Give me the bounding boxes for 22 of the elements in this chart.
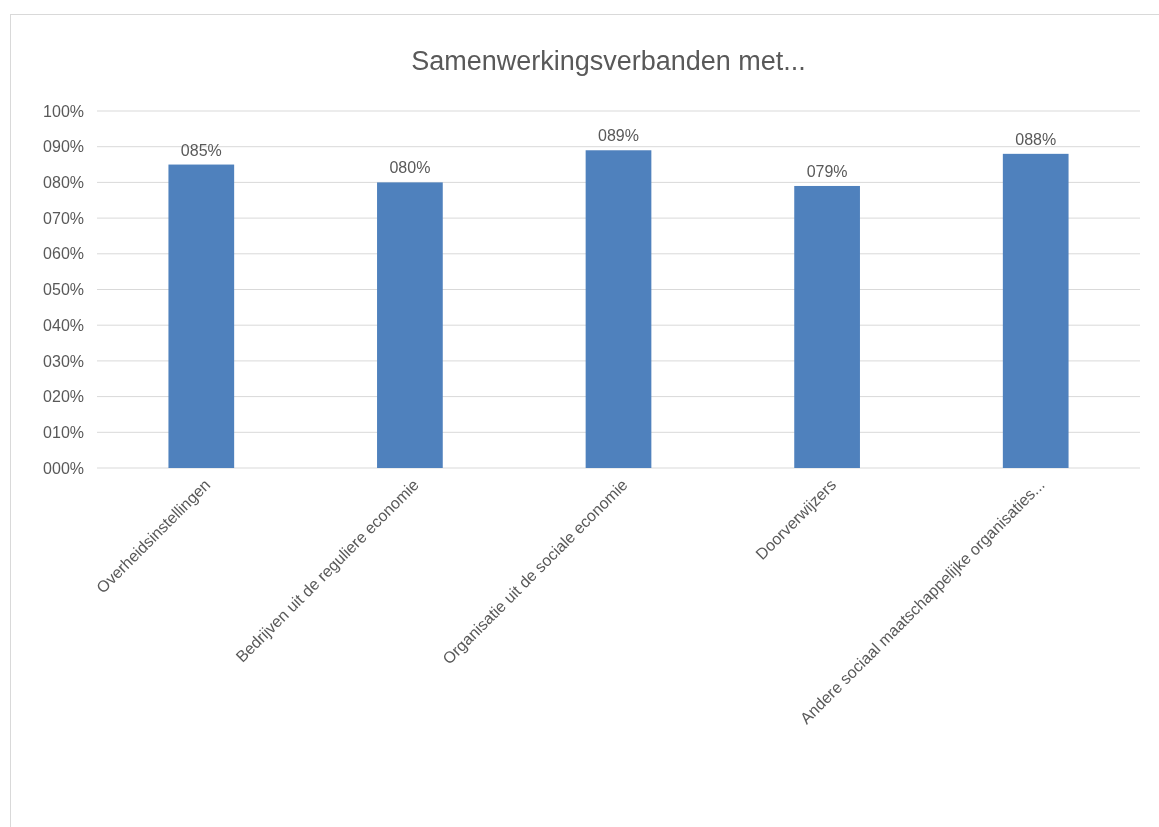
- y-tick-label: 090%: [43, 138, 84, 156]
- y-tick-label: 050%: [43, 281, 84, 299]
- y-tick-label: 000%: [43, 459, 84, 477]
- data-label: 079%: [806, 162, 848, 180]
- y-tick-label: 030%: [43, 352, 84, 370]
- y-tick-label: 100%: [43, 102, 84, 120]
- y-tick-label: 080%: [43, 174, 84, 191]
- data-label: 080%: [389, 159, 431, 177]
- chart-title: Samenwerkingsverbanden met...: [411, 46, 806, 76]
- y-tick-label: 040%: [43, 316, 84, 334]
- bar: [794, 185, 860, 468]
- y-tick-label: 070%: [43, 209, 84, 227]
- y-tick-label: 010%: [43, 423, 84, 441]
- data-label: 088%: [1015, 130, 1057, 148]
- y-tick-label: 060%: [43, 245, 84, 263]
- y-tick-label: 020%: [43, 388, 84, 406]
- bar: [585, 150, 652, 468]
- data-label: 089%: [598, 127, 639, 145]
- data-label: 085%: [180, 141, 222, 159]
- bar: [377, 182, 443, 468]
- bar: [1002, 153, 1069, 468]
- bar: [168, 164, 235, 468]
